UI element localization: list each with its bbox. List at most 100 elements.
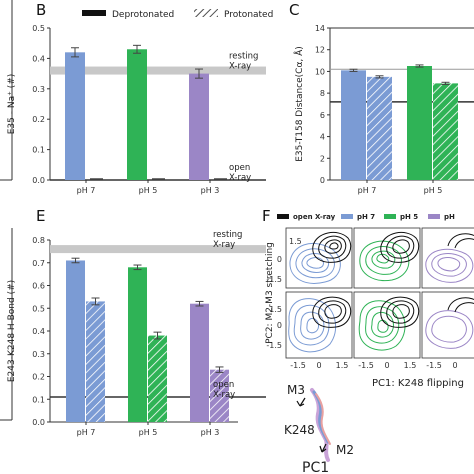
- f-xtick-ph5-2: 0: [384, 361, 389, 370]
- inset-label-pc1: PC1: [302, 460, 329, 474]
- y-axis-label: E35 - Na⁺ (#): [7, 74, 17, 135]
- chart-c-distance: 0 2 4 6 8 10 12 14 E35-T158 Distance(Cα, Å) pH 7 p…: [293, 24, 474, 195]
- subplot-ph3-top: [421, 227, 474, 289]
- x-tick-label: pH 5: [139, 186, 158, 195]
- y-tick-label: 0.6: [32, 282, 45, 291]
- reference-label: X-ray: [213, 240, 235, 250]
- y-tick-label: 0.1: [32, 146, 45, 155]
- f-xtick-ph7-2: 0: [316, 361, 321, 370]
- contour-ph5-top: [359, 240, 410, 282]
- y-tick-label: 0.5: [32, 304, 45, 313]
- x-tick-label: pH 5: [139, 428, 158, 437]
- reference-label: X-ray: [229, 62, 251, 72]
- reference-label: resting: [229, 52, 258, 62]
- panel-f-contours: open X-ray pH 7 pH 5 pH: [265, 213, 474, 474]
- contour-open-xray-ph7-bottom: [312, 296, 352, 328]
- contour-ph7-top: [289, 243, 341, 284]
- y-tick-label: 4: [320, 133, 325, 142]
- contour-open-xray-ph5-top: [380, 231, 420, 263]
- reference-band-resting-xray: [50, 66, 266, 75]
- legend-swatch-deprotonated: [82, 10, 106, 16]
- subplot-ph7-top: [285, 227, 353, 289]
- bar-deprotonated: [66, 260, 85, 422]
- subplot-ph7-bottom: [285, 291, 353, 359]
- reference-label: open: [213, 380, 234, 390]
- bar-protonated: [433, 83, 458, 180]
- bar-deprotonated: [127, 49, 147, 180]
- subplot-ph5-bottom: [353, 291, 421, 359]
- legend-label-ph7: pH 7: [357, 213, 375, 221]
- contour-open-xray-ph5-bottom: [380, 296, 420, 328]
- contour-open-xray-ph7-top: [312, 231, 352, 263]
- y-tick-label: 0.0: [32, 418, 45, 427]
- contour-ph3-top: [425, 248, 474, 283]
- y-tick-label: 0.7: [32, 259, 45, 268]
- reference-label: X-ray: [213, 390, 235, 400]
- legend-b: Deprotonated Protonated: [82, 9, 273, 20]
- contour-ph3-bottom: [425, 310, 474, 349]
- panel-label-b: B: [36, 1, 46, 19]
- inset-label-m2: M2: [336, 443, 354, 457]
- x-tick-label: pH 5: [424, 186, 443, 195]
- contour-open-xray-ph3-bottom: [447, 297, 474, 313]
- reference-band-resting-xray: [50, 245, 266, 254]
- bar-deprotonated: [190, 303, 209, 422]
- f-xtick-ph3-2: 0: [452, 361, 457, 370]
- y-tick-label: 0.8: [32, 236, 45, 245]
- y-tick-label: 0.3: [32, 350, 45, 359]
- legend-label-deprotonated: Deprotonated: [112, 10, 174, 20]
- bar-protonated: [210, 369, 229, 422]
- y-tick-label: 0.2: [32, 115, 45, 124]
- bar-deprotonated: [341, 70, 366, 180]
- x-tick-label: pH 7: [77, 186, 96, 195]
- x-tick-label: pH 7: [77, 428, 96, 437]
- y-axis-label: E35-T158 Distance(Cα, Å): [293, 46, 305, 162]
- legend-label-protonated: Protonated: [224, 10, 273, 20]
- reference-label: open: [229, 163, 250, 173]
- subplot-ph5-top: [353, 227, 421, 289]
- f-ytick-bottom-2: 0: [277, 321, 282, 330]
- bar-deprotonated: [407, 66, 432, 180]
- bar-protonated: [148, 335, 167, 422]
- inset-label-k248: K248: [284, 423, 315, 437]
- y-tick-label: 0.4: [32, 327, 45, 336]
- f-xtick-ph5-1: -1.5: [358, 361, 374, 370]
- chart-b-e35-sodium: 0.0 0.1 0.2 0.3 0.4 0.5 E35 - Na⁺ (#) pH 7 pH 5 p…: [7, 24, 266, 195]
- legend-label-ph5: pH 5: [400, 213, 418, 221]
- f-xtick-ph7-1: -1.5: [290, 361, 306, 370]
- legend-swatch-ph5: [384, 214, 396, 219]
- y-tick-label: 0.0: [32, 176, 45, 185]
- y-tick-label: 0.3: [32, 85, 45, 94]
- cropped-left-panel: [0, 0, 13, 421]
- f-ylabel: PC2: M2-M3 stretching: [265, 242, 275, 344]
- f-xlabel: PC1: K248 flipping: [372, 378, 464, 389]
- reference-label: X-ray: [229, 173, 251, 183]
- panel-label-f: F: [262, 207, 271, 225]
- f-ytick-top-2: 0: [277, 255, 282, 264]
- contour-open-xray-ph3-top: [447, 233, 474, 249]
- y-tick-label: 6: [320, 111, 325, 120]
- y-tick-label: 0.4: [32, 54, 45, 63]
- y-tick-label: 0.5: [32, 24, 45, 33]
- bar-deprotonated: [65, 52, 85, 180]
- y-tick-label: 0.1: [32, 395, 45, 404]
- y-tick-label: 12: [315, 46, 325, 55]
- legend-f: open X-ray pH 7 pH 5 pH: [277, 213, 455, 221]
- inset-label-m3: M3: [287, 383, 305, 397]
- bar-protonated: [367, 76, 392, 180]
- panel-label-e: E: [36, 207, 45, 225]
- f-ytick-bottom-1: 1.5: [269, 305, 282, 314]
- contour-ph7-bottom: [288, 298, 337, 353]
- y-tick-label: 2: [320, 154, 325, 163]
- y-axis-label: E243-K248 H-Bond (#): [7, 280, 17, 382]
- y-tick-label: 8: [320, 89, 325, 98]
- pc1-arrow-icon: [321, 443, 327, 453]
- legend-label-open-xray: open X-ray: [293, 213, 336, 221]
- structure-inset: M3 K248 M2 PC1: [284, 383, 354, 474]
- reference-label: resting: [213, 230, 242, 240]
- legend-swatch-ph7: [341, 214, 353, 219]
- y-tick-label: 0.2: [32, 373, 45, 382]
- f-xtick-ph3-1: -1.5: [426, 361, 442, 370]
- y-tick-label: 0: [320, 176, 325, 185]
